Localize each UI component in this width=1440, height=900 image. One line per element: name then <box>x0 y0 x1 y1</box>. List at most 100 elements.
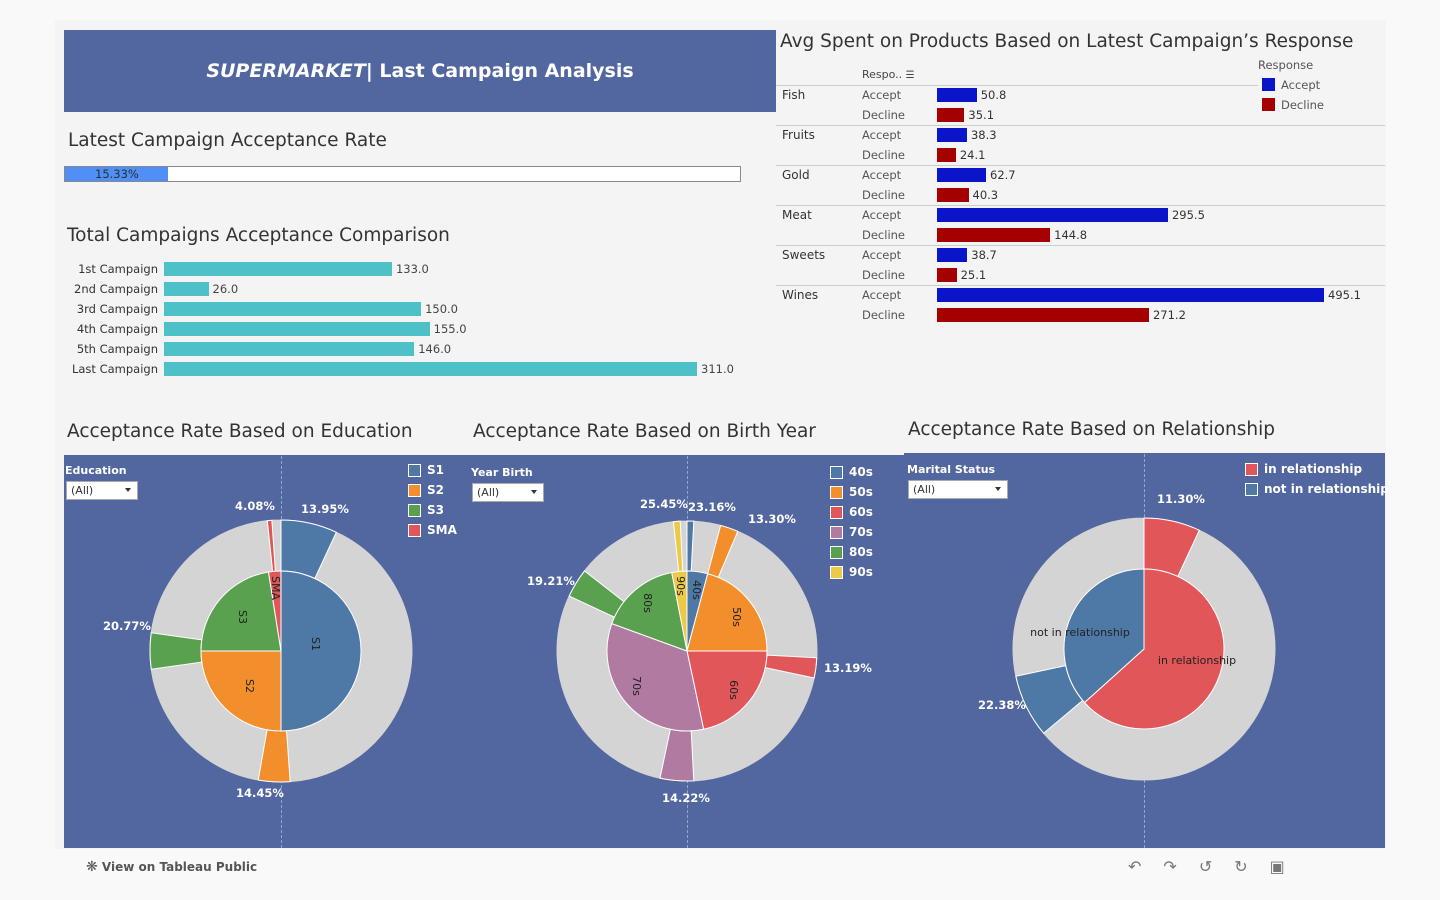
fullscreen-icon[interactable]: ▣ <box>1269 857 1307 876</box>
by-outer-label: 19.21% <box>527 574 575 588</box>
relationship-legend-item[interactable]: in relationship <box>1245 459 1389 479</box>
response-column-header[interactable]: Respo.. ☰ <box>862 68 915 81</box>
legend-decline[interactable]: Decline <box>1262 98 1324 112</box>
education-legend-item[interactable]: S2 <box>408 480 457 500</box>
birth-year-legend-item[interactable]: 70s <box>830 522 873 542</box>
comparison-row[interactable]: 5th Campaign 146.0 <box>64 342 764 356</box>
education-filter-value: (All) <box>71 484 94 497</box>
legend-title: Response <box>1258 58 1314 72</box>
comparison-row[interactable]: 2nd Campaign 26.0 <box>64 282 764 296</box>
legend-accept[interactable]: Accept <box>1262 78 1320 92</box>
product-category-row[interactable]: Meat Accept Decline 295.5 144.8 <box>776 205 1385 245</box>
rel-outer-label: 22.38% <box>978 698 1026 712</box>
view-on-tableau-link[interactable]: ❋ View on Tableau Public <box>86 859 257 875</box>
comparison-bar[interactable] <box>164 322 430 336</box>
chevron-down-icon <box>531 490 537 494</box>
inner-slice-s2[interactable] <box>200 650 282 732</box>
comparison-row[interactable]: 4th Campaign 155.0 <box>64 322 764 336</box>
product-category-row[interactable]: Sweets Accept Decline 38.7 25.1 <box>776 245 1385 285</box>
acceptance-rate-value: 15.33% <box>95 167 139 181</box>
education-legend-item[interactable]: SMA <box>408 520 457 540</box>
slice-label-s3: S3 <box>236 610 249 624</box>
redo-icon[interactable]: ↷ <box>1163 857 1199 876</box>
accept-bar[interactable] <box>937 88 977 102</box>
accept-value: 295.5 <box>1171 208 1205 222</box>
inner-slice-not-in-relationship[interactable] <box>1063 568 1145 704</box>
undo-icon[interactable]: ↶ <box>1128 857 1164 876</box>
birth-year-legend-item[interactable]: 60s <box>830 502 873 522</box>
birth-year-legend-item[interactable]: 40s <box>830 462 873 482</box>
accept-value: 495.1 <box>1328 288 1361 302</box>
education-filter[interactable]: (All) <box>66 481 138 500</box>
comparison-row[interactable]: Last Campaign 311.0 <box>64 362 764 376</box>
slice-label-in-relationship: in relationship <box>1158 654 1236 667</box>
acceptance-rate-bar[interactable]: 15.33% <box>64 166 741 182</box>
relationship-filter-label: Marital Status <box>907 463 996 476</box>
decline-bar[interactable] <box>937 148 956 162</box>
inner-slice-90s[interactable] <box>671 570 688 652</box>
decline-value: 24.1 <box>959 148 986 162</box>
slice-label-40s: 40s <box>690 580 703 600</box>
relationship-legend-item[interactable]: not in relationship <box>1245 479 1389 499</box>
birth-year-pie[interactable]: 40s 50s 60s 70s 80s 90s <box>469 455 904 848</box>
comparison-row[interactable]: 3rd Campaign 150.0 <box>64 302 764 316</box>
decline-bar[interactable] <box>937 188 969 202</box>
legend-swatch <box>408 523 421 537</box>
education-pie[interactable]: S1 S2 S3 SMA <box>64 455 469 848</box>
accept-bar[interactable] <box>937 168 986 182</box>
accept-bar[interactable] <box>937 128 967 142</box>
decline-bar[interactable] <box>937 228 1051 242</box>
decline-bar[interactable] <box>937 268 957 282</box>
education-title: Acceptance Rate Based on Education <box>67 421 413 442</box>
comparison-bar[interactable] <box>164 342 415 356</box>
slice-label-60s: 60s <box>727 680 740 700</box>
category-name: Meat <box>782 208 812 222</box>
birth-year-filter-label: Year Birth <box>471 466 533 479</box>
comparison-row-label: Last Campaign <box>71 362 158 376</box>
birth-year-legend-item[interactable]: 90s <box>830 562 873 582</box>
response-decline-label: Decline <box>862 108 906 122</box>
decline-bar[interactable] <box>937 308 1149 322</box>
by-outer-label: 13.19% <box>824 661 872 675</box>
inner-slice-60s[interactable] <box>686 650 768 730</box>
inner-slice-80s[interactable] <box>611 571 688 652</box>
comparison-row[interactable]: 1st Campaign 133.0 <box>64 262 764 276</box>
product-category-row[interactable]: Gold Accept Decline 62.7 40.3 <box>776 165 1385 205</box>
product-category-row[interactable]: Fish Accept Decline 50.8 35.1 <box>776 85 1385 125</box>
decline-bar[interactable] <box>937 108 965 122</box>
product-category-row[interactable]: Fruits Accept Decline 38.3 24.1 <box>776 125 1385 165</box>
birth-year-legend-item[interactable]: 50s <box>830 482 873 502</box>
birth-year-legend-item[interactable]: 80s <box>830 542 873 562</box>
revert-icon[interactable]: ↺ <box>1198 857 1235 876</box>
legend-label: 60s <box>849 505 873 519</box>
legend-label: 80s <box>849 545 873 559</box>
response-accept-label: Accept <box>862 288 902 302</box>
accept-bar[interactable] <box>937 288 1324 302</box>
legend-swatch <box>830 545 843 559</box>
inner-slice-s3[interactable] <box>200 571 282 652</box>
comparison-bar[interactable] <box>164 302 422 316</box>
education-legend-item[interactable]: S3 <box>408 500 457 520</box>
relationship-filter[interactable]: (All) <box>908 480 1008 499</box>
legend-swatch <box>830 465 843 479</box>
inner-slice-70s[interactable] <box>606 622 705 732</box>
relationship-pie[interactable]: not in relationship in relationship <box>904 453 1385 848</box>
comparison-bar[interactable] <box>164 282 209 296</box>
sort-icon[interactable]: ☰ <box>905 70 915 81</box>
legend-label: in relationship <box>1264 462 1363 476</box>
comparison-bar[interactable] <box>164 262 392 276</box>
accept-bar[interactable] <box>937 248 968 262</box>
inner-slice-s1[interactable] <box>280 570 362 732</box>
legend-label: 40s <box>849 465 873 479</box>
share-icon[interactable]: ↻ <box>1234 857 1270 876</box>
comparison-row-label: 2nd Campaign <box>74 282 158 296</box>
birth-year-filter[interactable]: (All) <box>472 483 544 502</box>
comparison-bar[interactable] <box>164 362 697 376</box>
education-legend-item[interactable]: S1 <box>408 460 457 480</box>
inner-slice-in-relationship[interactable] <box>1083 568 1225 730</box>
inner-slice-sma[interactable] <box>267 570 282 652</box>
legend-label: not in relationship <box>1264 482 1389 496</box>
inner-slice-50s[interactable] <box>686 573 768 652</box>
accept-bar[interactable] <box>937 208 1168 222</box>
product-category-row[interactable]: Wines Accept Decline 495.1 271.2 <box>776 285 1385 325</box>
